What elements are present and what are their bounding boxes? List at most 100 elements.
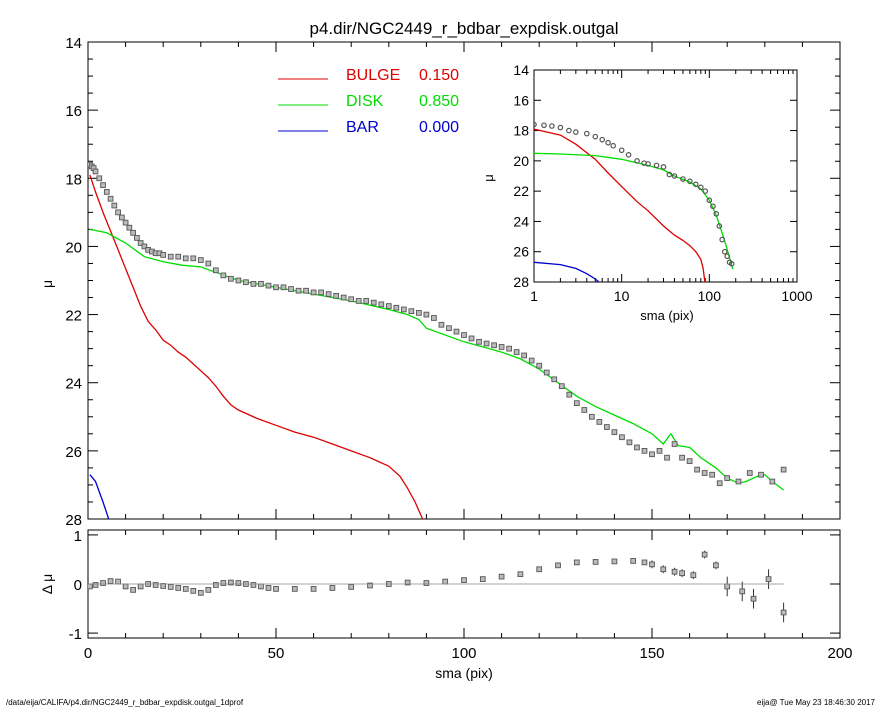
inset-panel: 14 16 18 20 22 24 26 281 10 100 1000 μ sma (pix) [481, 62, 813, 323]
residual-point [122, 583, 129, 590]
residual-point [442, 578, 449, 585]
main-point [528, 357, 535, 364]
main-y-tick-label: 14 [65, 35, 82, 52]
residual-point [555, 562, 561, 569]
residual-point [536, 566, 543, 573]
inset-point [724, 253, 731, 260]
residual-point [228, 579, 234, 586]
residual-y-tick-label: -1 [69, 626, 82, 643]
residual-series-residual [88, 551, 787, 616]
inset-point [719, 236, 725, 243]
main-point [701, 470, 708, 476]
main-point [273, 284, 279, 291]
main-point [649, 451, 655, 458]
main-y-tick-label: 28 [65, 512, 82, 529]
main-point [141, 243, 148, 250]
main-point [370, 299, 377, 306]
main-point [588, 413, 595, 420]
main-point [446, 325, 452, 332]
main-point [581, 407, 588, 413]
main-point [438, 321, 445, 328]
inset-point [549, 123, 555, 129]
main-y-axis-label: μ [39, 280, 55, 288]
main-point [212, 267, 219, 274]
main-point [134, 235, 140, 241]
residual-point [690, 572, 697, 579]
inset-point [583, 130, 590, 137]
residual-point [190, 588, 197, 594]
main-point [333, 292, 340, 299]
main-point [468, 335, 475, 342]
inset-line-disk [534, 152, 734, 270]
legend: BULGE 0.150 DISK 0.850 BAR 0.000 [278, 67, 459, 136]
main-point [250, 281, 257, 287]
inset-point [692, 181, 699, 188]
residual-point [701, 551, 708, 558]
residual-point [611, 558, 618, 565]
main-point [408, 308, 415, 315]
main-point [288, 286, 294, 292]
main-point [724, 475, 731, 481]
legend-label-bar: BAR [346, 119, 379, 136]
inset-point [541, 122, 547, 129]
residual-point [780, 609, 787, 616]
residual-point [220, 580, 227, 586]
inset-point [702, 188, 709, 194]
inset-y-tick-label: 14 [513, 62, 529, 78]
residual-x-tick-label: 150 [639, 645, 664, 662]
inset-x-tick-label: 1000 [781, 288, 812, 304]
main-point [197, 257, 204, 263]
main-point [634, 444, 640, 451]
main-point [363, 298, 370, 304]
main-line-bar [89, 474, 110, 519]
residual-point [310, 586, 317, 592]
residual-point [258, 583, 264, 590]
main-point [243, 279, 249, 286]
inset-point [625, 152, 632, 158]
main-point [619, 434, 625, 441]
residual-point [115, 578, 121, 585]
main-point [385, 303, 392, 309]
main-point [551, 376, 558, 383]
main-point [137, 240, 144, 246]
main-series-data [88, 161, 787, 487]
main-point [295, 287, 302, 294]
main-point [122, 219, 129, 226]
main-point [355, 298, 362, 304]
inset-series-bulge [534, 128, 706, 282]
residual-point [348, 584, 355, 590]
inset-plot-frame [533, 69, 798, 283]
main-point [111, 202, 118, 209]
inset-y-tick-label: 18 [513, 123, 529, 139]
residual-x-tick-label: 200 [827, 645, 852, 662]
residual-y-axis-label: Δ μ [39, 574, 55, 595]
residual-point [671, 568, 678, 575]
inset-point [680, 176, 686, 182]
residual-point [197, 589, 204, 596]
inset-series-disk [534, 152, 734, 270]
main-point [604, 424, 610, 430]
main-point [461, 332, 467, 338]
residual-point [630, 558, 637, 564]
main-point [118, 214, 125, 221]
inset-x-axis-label: sma (pix) [640, 308, 693, 323]
inset-x-tick-label: 100 [698, 288, 722, 304]
main-point [491, 342, 497, 349]
main-point [476, 338, 482, 345]
main-point [325, 291, 332, 297]
inset-point [573, 129, 579, 135]
main-point [543, 369, 550, 376]
residual-y-tick-label: 0 [74, 577, 82, 594]
residual-point [713, 562, 719, 569]
residual-y-tick-label: 1 [74, 528, 82, 545]
main-point [130, 229, 136, 236]
main-point [780, 466, 787, 473]
inset-point [728, 261, 735, 267]
residual-point [649, 561, 655, 568]
main-point [758, 471, 764, 478]
main-point [716, 480, 723, 487]
main-point [536, 362, 543, 369]
inset-y-tick-label: 26 [513, 244, 529, 260]
main-point [92, 168, 99, 175]
main-point [318, 289, 324, 296]
